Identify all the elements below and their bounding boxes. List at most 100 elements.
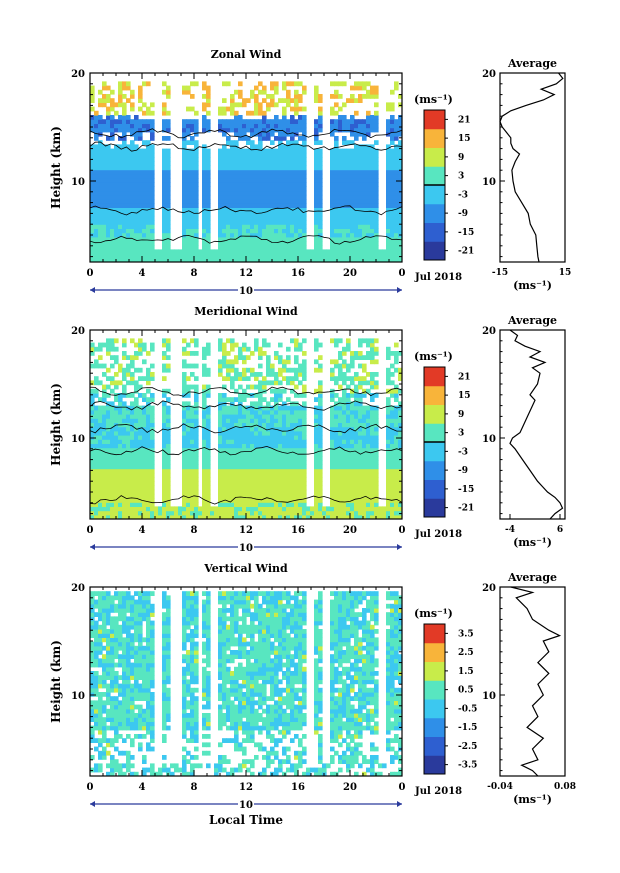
x-tick-label: 20: [343, 525, 357, 536]
x-tick-label: 4: [139, 525, 146, 536]
colorbar-tick-label: -3: [458, 447, 468, 457]
profile-y-tick-label: 20: [482, 69, 496, 80]
x-tick-label: 8: [191, 268, 198, 279]
panel-meridional: Meridional Wind 0 4 8 12 16 20 0 20 10 Height (km)…: [49, 305, 566, 554]
profile-x-label: (ms⁻¹): [513, 279, 552, 292]
profile-line: [510, 586, 562, 777]
x-tick-label: 8: [191, 782, 198, 793]
colorbar-tick-label: 15: [458, 134, 471, 144]
colorbar-swatch: [424, 442, 445, 462]
colorbar-unit: (ms⁻¹): [414, 93, 453, 106]
colorbar-swatch: [424, 642, 445, 662]
colorbar-swatch: [424, 498, 445, 518]
colorbar-swatch: [424, 624, 445, 644]
y-tick-label: 10: [71, 177, 85, 188]
day-line-arrow: [397, 801, 402, 807]
colorbar-tick-label: -15: [458, 485, 474, 495]
y-axis-label: Height (km): [49, 126, 63, 209]
colorbar-swatch: [424, 128, 445, 148]
contour-line: [90, 445, 402, 456]
y-axis-label: Height (km): [49, 640, 63, 723]
colorbar-swatch: [424, 680, 445, 700]
colorbar-tick-label: -21: [458, 247, 474, 257]
colorbar-tick-label: 9: [458, 410, 464, 420]
colorbar-swatch: [424, 423, 445, 443]
colorbar-swatch: [424, 203, 445, 223]
colorbar-swatch: [424, 166, 445, 186]
profile-frame: [499, 586, 566, 777]
x-tick-label: 0: [87, 782, 94, 793]
colorbar-tick-label: -2.5: [458, 742, 477, 752]
day-label: 10: [239, 286, 253, 297]
profile-y-tick-label: 10: [482, 691, 496, 702]
colorbar-tick-label: -3.5: [458, 761, 477, 771]
x-tick-label: 0: [399, 782, 406, 793]
colorbar-frame: [423, 623, 446, 775]
colorbar-swatch: [424, 185, 445, 205]
colorbar-unit: (ms⁻¹): [414, 350, 453, 363]
profile-x-tick-label: 6: [557, 525, 563, 535]
date-label: Jul 2018: [414, 272, 462, 283]
profile-line: [509, 329, 564, 520]
profile-x-tick-label: -15: [492, 268, 508, 278]
colorbar-swatch: [424, 699, 445, 719]
colorbar-tick-label: 3.5: [458, 629, 474, 639]
day-line-arrow: [90, 544, 95, 550]
x-tick-label: 4: [139, 268, 146, 279]
contour-line: [90, 235, 402, 245]
x-tick-label: 16: [291, 268, 305, 279]
day-label-bg: [238, 799, 254, 809]
panel-title: Zonal Wind: [211, 48, 282, 61]
heatmap-cells: [90, 81, 402, 262]
colorbar-swatch: [424, 147, 445, 167]
day-label: 10: [239, 543, 253, 554]
y-tick-label: 20: [71, 69, 85, 80]
profile-x-label: (ms⁻¹): [513, 536, 552, 549]
colorbar-swatch: [424, 404, 445, 424]
profile-y-tick-label: 20: [482, 326, 496, 337]
x-tick-label: 12: [239, 525, 253, 536]
heatmap-cells: [90, 591, 402, 776]
profile-y-tick-label: 20: [482, 583, 496, 594]
y-tick-label: 10: [71, 691, 85, 702]
colorbar-swatch: [424, 110, 445, 130]
contour-line: [90, 141, 402, 152]
x-tick-label: 12: [239, 782, 253, 793]
colorbar-tick-label: -15: [458, 228, 474, 238]
date-label: Jul 2018: [414, 786, 462, 797]
x-tick-label: 12: [239, 268, 253, 279]
colorbar-tick-label: 15: [458, 391, 471, 401]
colorbar-swatch: [424, 755, 445, 775]
colorbar-tick-label: 21: [458, 372, 471, 382]
panel-title: Vertical Wind: [203, 562, 288, 575]
day-line-arrow: [397, 544, 402, 550]
profile-title: Average: [507, 571, 557, 584]
x-tick-label: 8: [191, 525, 198, 536]
heatmap-cells: [90, 338, 402, 519]
colorbar-tick-label: -21: [458, 504, 474, 514]
day-line-arrow: [90, 287, 95, 293]
x-tick-label: 0: [399, 525, 406, 536]
profile-x-tick-label: -0.04: [487, 782, 513, 792]
panel-title: Meridional Wind: [194, 305, 298, 318]
colorbar-tick-label: 2.5: [458, 648, 474, 658]
x-tick-label: 0: [87, 525, 94, 536]
day-label-bg: [238, 285, 254, 295]
profile-x-tick-label: -4: [505, 525, 515, 535]
contour-line: [90, 495, 402, 505]
day-label: 10: [239, 800, 253, 811]
profile-title: Average: [507, 314, 557, 327]
contour-line: [90, 423, 402, 434]
profile-y-tick-label: 10: [482, 434, 496, 445]
profile-frame: [499, 329, 566, 520]
y-tick-label: 20: [71, 583, 85, 594]
y-tick-label: 10: [71, 434, 85, 445]
contour-line: [90, 386, 402, 397]
colorbar-swatch: [424, 460, 445, 480]
colorbar-tick-label: -1.5: [458, 723, 477, 733]
day-label-bg: [238, 542, 254, 552]
contour-line: [90, 205, 402, 216]
colorbar-tick-label: 3: [458, 172, 464, 182]
colorbar-swatch: [424, 717, 445, 737]
